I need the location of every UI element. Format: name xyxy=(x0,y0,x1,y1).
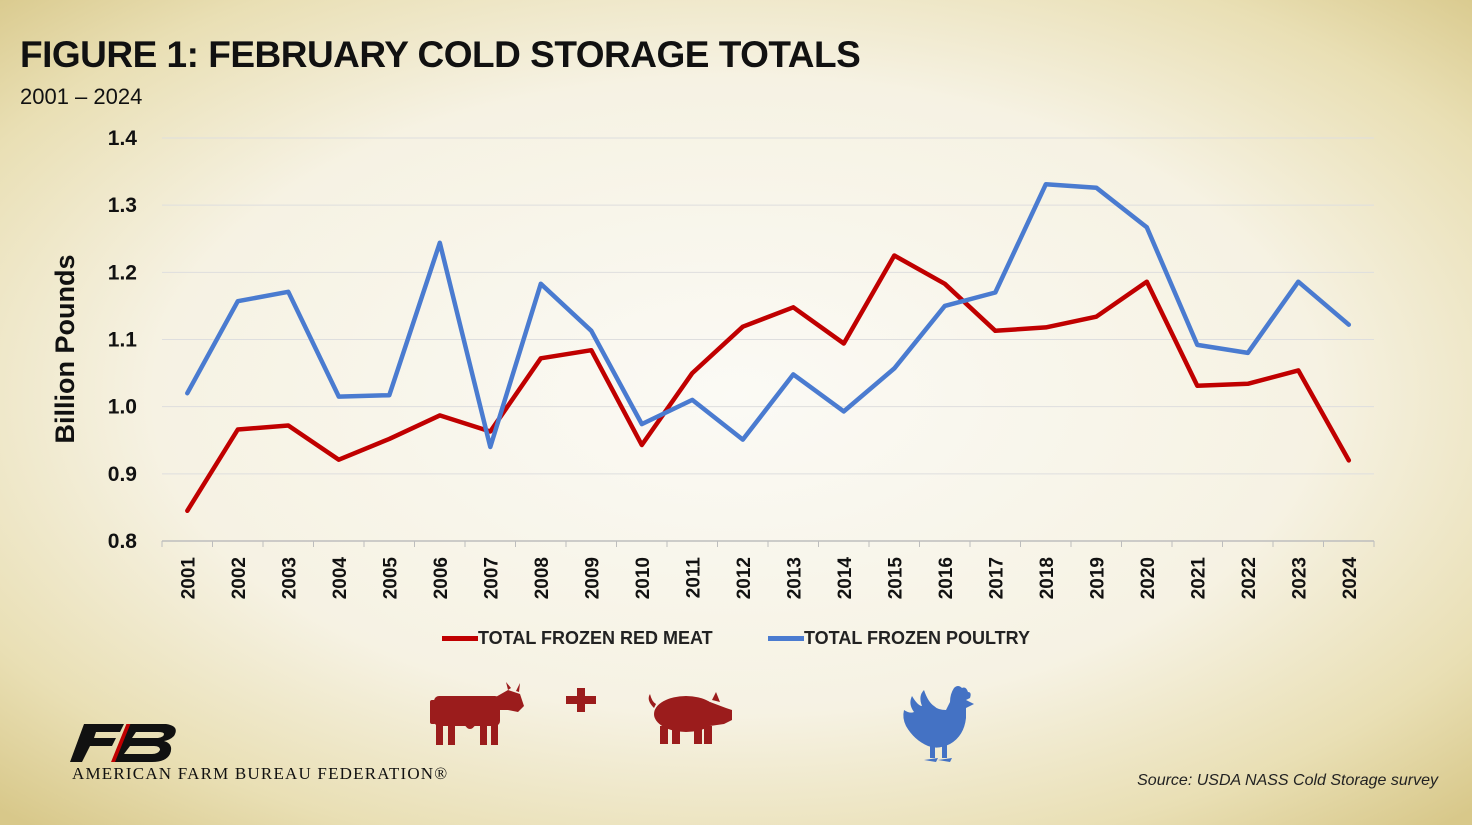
x-tick-label: 2022 xyxy=(1239,557,1260,599)
line-chart: 0.80.91.01.11.21.31.4 2001 2002 2003 2004 20… xyxy=(50,127,1375,600)
y-tick-label: 0.8 xyxy=(108,530,138,553)
x-tick-label: 2001 xyxy=(178,557,199,600)
x-tick-label: 2003 xyxy=(279,557,300,599)
x-tick-label: 2007 xyxy=(481,557,502,599)
x-axis-ticks: 2001 2002 2003 2004 2005 2006 2007 2008 2009 2010… xyxy=(178,557,1361,600)
series-line-poultry xyxy=(185,182,1352,450)
x-tick-label: 2018 xyxy=(1037,557,1058,599)
x-tick-label: 2024 xyxy=(1340,557,1361,600)
legend-swatch-poultry xyxy=(768,636,804,641)
x-tick-label: 2013 xyxy=(784,557,805,599)
x-tick-label: 2009 xyxy=(582,557,603,599)
org-name: AMERICAN FARM BUREAU FEDERATION® xyxy=(72,764,449,783)
x-tick-label: 2015 xyxy=(885,557,906,600)
y-tick-label: 1.4 xyxy=(108,127,138,150)
legend-label-red-meat: TOTAL FROZEN RED MEAT xyxy=(478,628,713,648)
x-tick-label: 2016 xyxy=(936,557,957,599)
y-tick-label: 1.1 xyxy=(108,329,138,352)
gridlines xyxy=(161,137,1375,547)
x-tick-label: 2002 xyxy=(229,557,250,599)
x-tick-label: 2020 xyxy=(1138,557,1159,599)
source-note: Source: USDA NASS Cold Storage survey xyxy=(1137,772,1438,789)
legend-label-poultry: TOTAL FROZEN POULTRY xyxy=(804,628,1030,648)
x-tick-label: 2005 xyxy=(380,557,401,600)
x-tick-label: 2021 xyxy=(1188,557,1209,600)
x-tick-label: 2010 xyxy=(633,557,654,599)
x-tick-label: 2019 xyxy=(1087,557,1108,599)
legend-swatch-red-meat xyxy=(442,636,478,641)
x-tick-label: 2011 xyxy=(683,557,704,599)
x-tick-label: 2012 xyxy=(734,557,755,599)
x-tick-label: 2004 xyxy=(330,557,351,600)
x-tick-label: 2008 xyxy=(532,557,553,599)
chart-legend: TOTAL FROZEN RED MEAT TOTAL FROZEN POULT… xyxy=(0,628,1472,654)
x-tick-label: 2017 xyxy=(986,557,1007,599)
y-tick-label: 0.9 xyxy=(108,463,137,486)
y-axis-ticks: 0.8 0.9 1.0 1.1 1.2 1.3 1.4 xyxy=(108,127,138,553)
series-lines xyxy=(185,182,1352,514)
y-axis-label: Billion Pounds xyxy=(50,255,80,444)
x-tick-label: 2014 xyxy=(835,557,856,600)
x-tick-label: 2006 xyxy=(431,557,452,599)
fb-logo-icon xyxy=(70,724,176,762)
series-line-red-meat xyxy=(185,253,1352,514)
legend-item-poultry: TOTAL FROZEN POULTRY xyxy=(768,628,1030,649)
legend-item-red-meat: TOTAL FROZEN RED MEAT xyxy=(442,628,713,649)
x-tick-label: 2023 xyxy=(1289,557,1310,599)
pig-icon xyxy=(648,692,732,744)
y-tick-label: 1.2 xyxy=(108,261,137,284)
chart-title: FIGURE 1: FEBRUARY COLD STORAGE TOTALS xyxy=(20,34,861,75)
cow-icon xyxy=(430,682,524,745)
chart-subtitle: 2001 – 2024 xyxy=(20,84,143,109)
y-tick-label: 1.0 xyxy=(108,396,137,419)
plus-icon xyxy=(566,688,596,712)
y-tick-label: 1.3 xyxy=(108,194,137,217)
rooster-icon xyxy=(903,686,974,762)
